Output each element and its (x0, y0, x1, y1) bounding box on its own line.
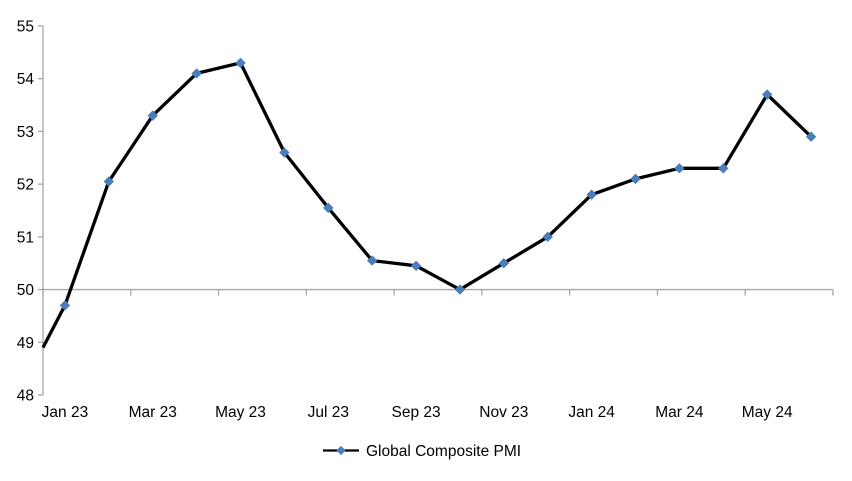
y-axis-tick-label: 51 (17, 229, 34, 246)
pmi-data-point-marker (761, 89, 773, 100)
y-axis-tick-label: 55 (17, 19, 34, 36)
x-axis-tick-label: Jul 23 (308, 404, 349, 421)
pmi-data-point-marker (147, 110, 158, 121)
pmi-data-point-marker (805, 131, 817, 142)
pmi-data-point-marker (191, 68, 202, 79)
pmi-data-point-marker (630, 173, 641, 185)
y-axis-tick-label: 48 (17, 388, 34, 405)
pmi-series-line (41, 61, 813, 349)
y-axis-tick-label: 54 (17, 71, 35, 88)
pmi-data-point-marker (498, 258, 510, 269)
x-axis-tick-label: May 23 (215, 404, 266, 421)
y-axis-tick-label: 52 (17, 177, 34, 194)
pmi-data-point-marker (718, 163, 729, 174)
pmi-data-point-marker (59, 300, 71, 311)
legend: Global Composite PMI (323, 443, 521, 460)
pmi-data-point-marker (279, 147, 290, 158)
y-axis-tick-label: 50 (17, 282, 35, 299)
legend-label: Global Composite PMI (366, 443, 521, 460)
pmi-data-point-marker (586, 189, 597, 200)
x-axis-tick-label: Mar 23 (129, 404, 177, 421)
pmi-data-point-marker (542, 231, 553, 243)
x-axis-tick-label: Sep 23 (391, 404, 440, 421)
pmi-data-point-marker (454, 284, 466, 295)
pmi-data-point-marker (323, 202, 334, 214)
x-axis-tick-label: Nov 23 (479, 404, 528, 421)
pmi-data-point-marker (410, 260, 422, 272)
x-axis-tick-label: Jan 23 (42, 404, 89, 421)
legend-marker-sample (336, 445, 346, 456)
pmi-data-point-marker (366, 255, 378, 266)
pmi-data-point-marker (103, 176, 115, 187)
x-axis-tick-label: Jan 24 (568, 404, 615, 421)
y-axis-tick-label: 49 (17, 335, 34, 352)
pmi-data-point-marker (674, 163, 685, 174)
y-axis-tick-label: 53 (17, 124, 34, 141)
x-axis-tick-label: May 24 (742, 404, 793, 421)
x-axis-tick-label: Mar 24 (655, 404, 704, 421)
pmi-data-point-marker (235, 57, 246, 69)
